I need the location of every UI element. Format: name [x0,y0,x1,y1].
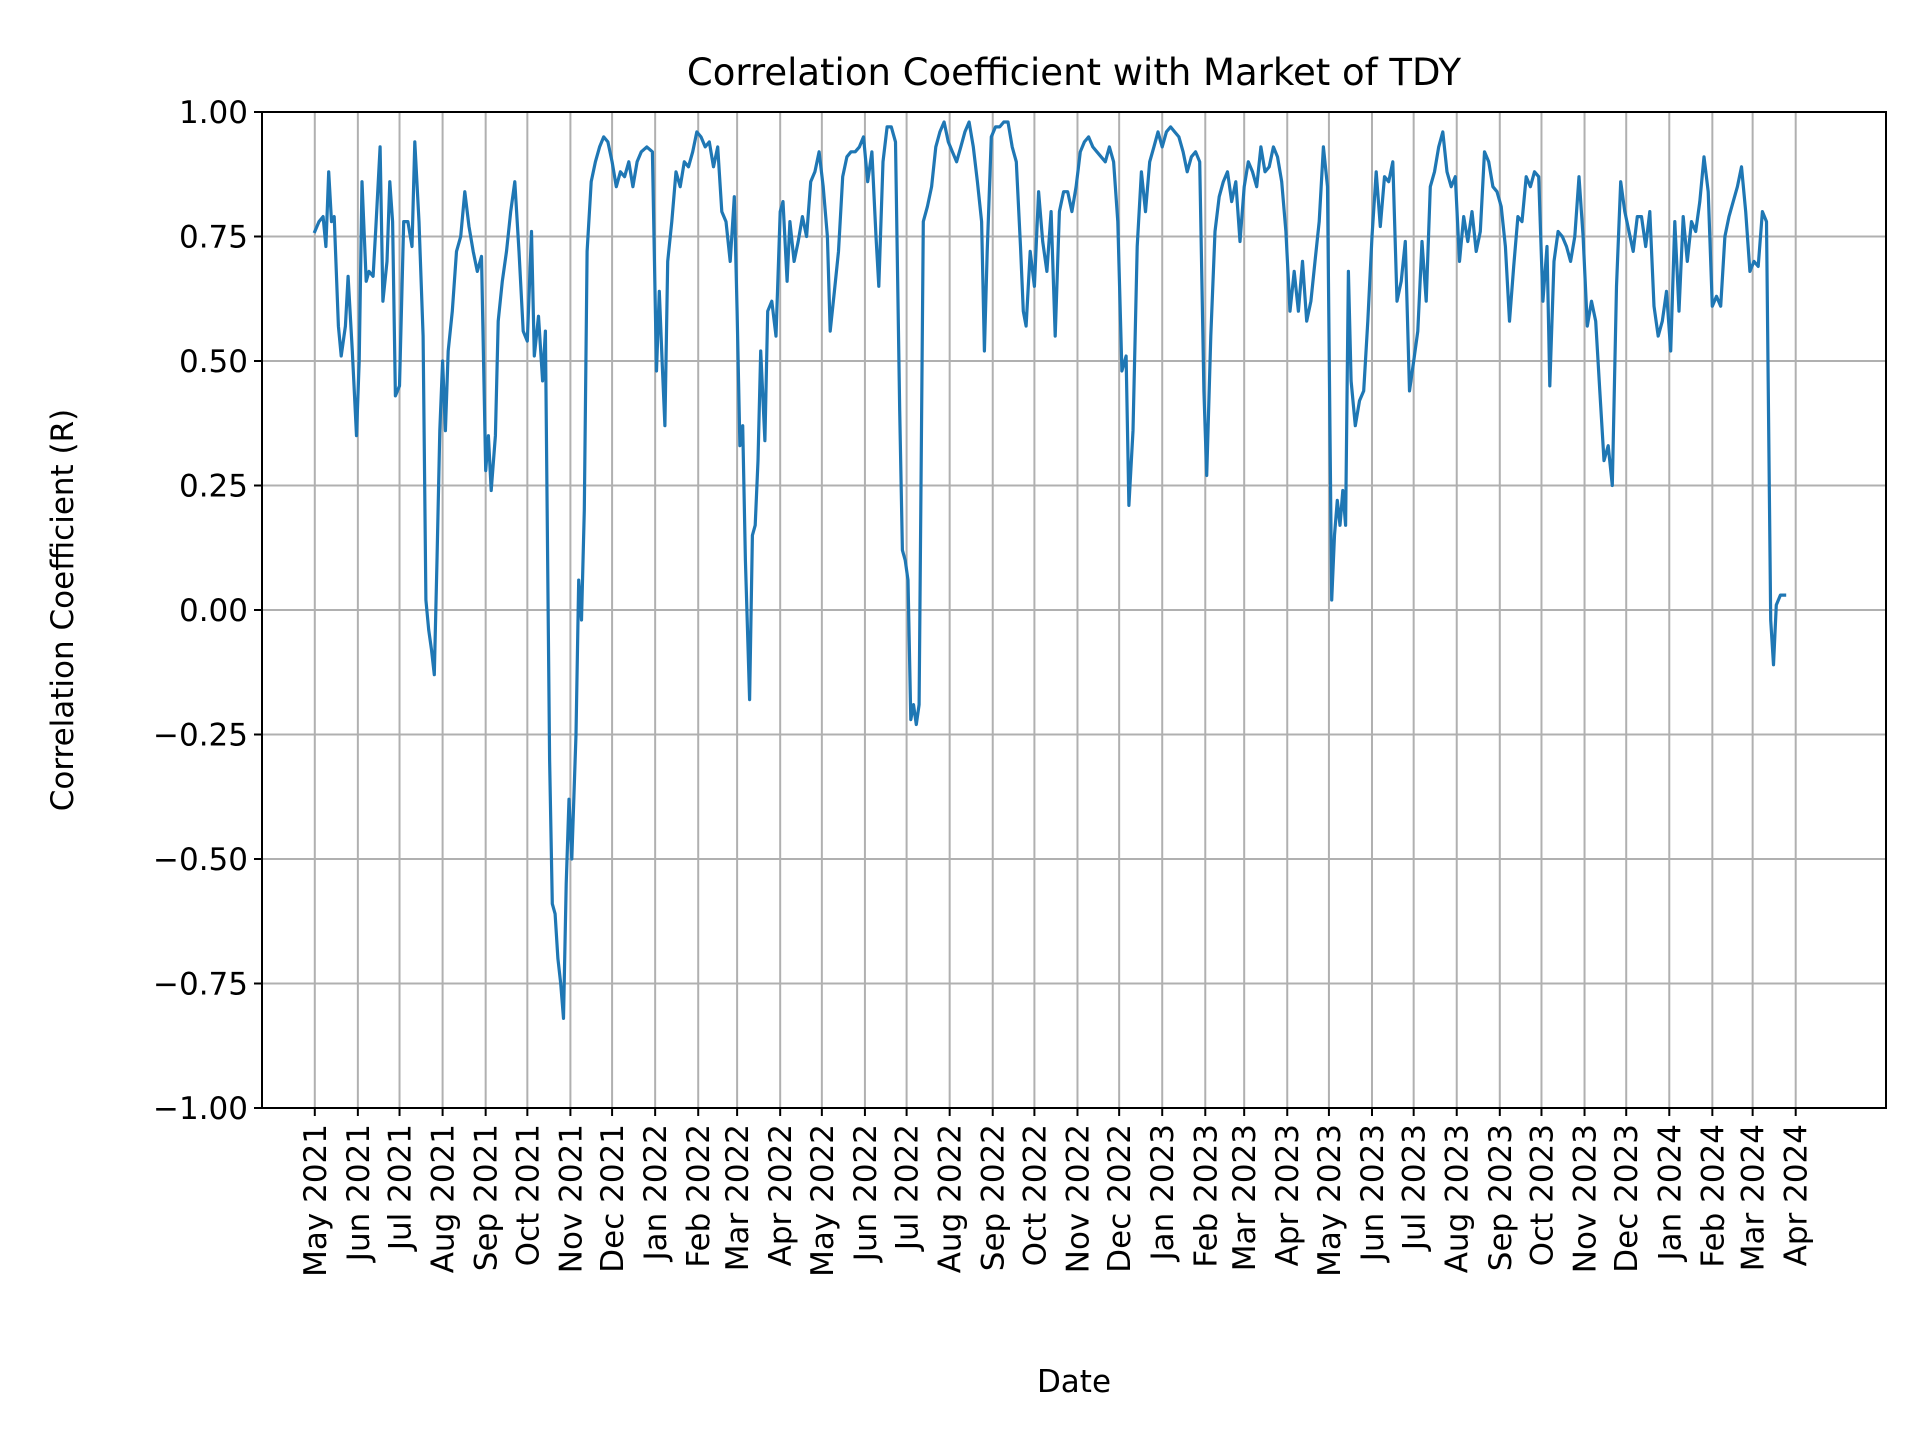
x-tick-label: Feb 2024 [1695,1124,1731,1268]
y-tick-label: 0.00 [179,593,248,629]
x-axis-title: Date [1037,1364,1111,1400]
line-layer [312,120,1787,1021]
x-tick-label: Jun 2021 [341,1124,377,1263]
x-tick-label: Dec 2023 [1609,1124,1645,1273]
x-tick-label: Oct 2023 [1524,1124,1560,1266]
y-tick-label: −0.25 [153,718,248,754]
x-tick-label: Jan 2022 [638,1124,674,1263]
y-tick-label: −0.75 [153,967,248,1003]
x-tick-label: May 2021 [298,1124,334,1277]
y-tick-label: −1.00 [153,1091,248,1127]
y-tick-label: −0.50 [153,842,248,878]
x-tick-label: Apr 2024 [1779,1124,1815,1266]
chart-title: Correlation Coefficient with Market of T… [687,51,1462,94]
x-tick-label: Oct 2021 [510,1124,546,1266]
series-line [312,120,1787,1021]
x-tick-label: Jan 2024 [1652,1124,1688,1263]
x-tick-label: Aug 2023 [1440,1124,1476,1273]
x-tick-label: Jul 2023 [1397,1124,1433,1252]
x-tick-label: Mar 2023 [1227,1124,1263,1271]
x-tick-label: Sep 2021 [469,1124,505,1271]
x-tick-label: Jan 2023 [1145,1124,1181,1263]
x-tick-label: Apr 2023 [1270,1124,1306,1266]
x-tick-label: Jul 2021 [383,1124,419,1252]
x-tick-label: Oct 2022 [1017,1124,1053,1266]
x-tick-label: Nov 2022 [1060,1124,1096,1273]
tick-layer: −1.00 −0.75 −0.50 −0.25 0.00 0.25 0.50 0.75 1.00… [153,95,1815,1277]
x-tick-label: Mar 2022 [720,1124,756,1271]
x-tick-label: Sep 2023 [1483,1124,1519,1271]
x-tick-label: Feb 2023 [1188,1124,1224,1268]
x-tick-label: Aug 2021 [426,1124,462,1273]
y-tick-label: 0.75 [179,220,248,256]
y-tick-label: 0.25 [179,469,248,505]
y-axis-title: Correlation Coefficient (R) [45,409,81,812]
x-tick-label: Sep 2022 [976,1124,1012,1271]
y-tick-label: 1.00 [179,95,248,131]
x-tick-label: Nov 2021 [553,1124,589,1273]
x-tick-label: May 2022 [805,1124,841,1277]
x-tick-label: Dec 2022 [1102,1124,1138,1273]
x-tick-label: Nov 2023 [1568,1124,1604,1273]
x-tick-label: May 2023 [1312,1124,1348,1277]
x-tick-label: Jun 2023 [1355,1124,1391,1263]
x-tick-label: Jul 2022 [890,1124,926,1252]
x-tick-label: Aug 2022 [933,1124,969,1273]
x-tick-label: Jun 2022 [848,1124,884,1263]
y-tick-label: 0.50 [179,344,248,380]
x-tick-label: Mar 2024 [1736,1124,1772,1271]
x-tick-label: Dec 2021 [595,1124,631,1273]
x-tick-label: Apr 2022 [763,1124,799,1266]
x-tick-label: Feb 2022 [681,1124,717,1268]
